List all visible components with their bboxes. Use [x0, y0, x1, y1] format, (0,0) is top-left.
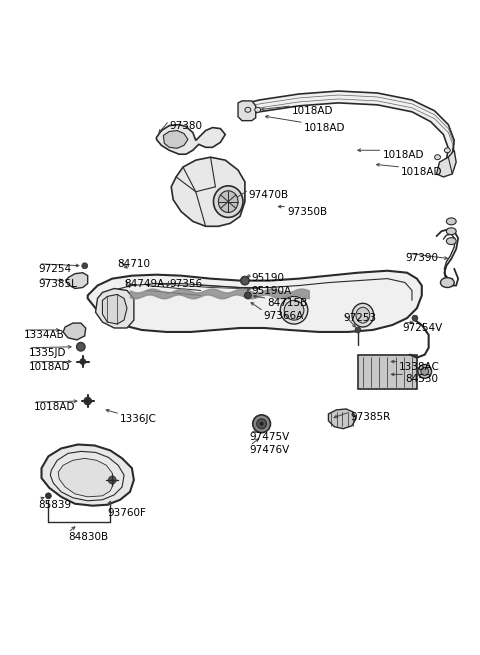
Circle shape — [82, 263, 88, 269]
Polygon shape — [328, 409, 356, 428]
Text: 97350B: 97350B — [287, 206, 327, 217]
Circle shape — [108, 476, 116, 484]
Text: 84715B: 84715B — [267, 299, 308, 309]
Text: 1018AD: 1018AD — [34, 402, 75, 412]
Ellipse shape — [352, 303, 373, 327]
Text: 1334AB: 1334AB — [24, 330, 65, 340]
Ellipse shape — [214, 186, 243, 217]
Text: 95190A: 95190A — [252, 286, 292, 295]
Polygon shape — [63, 323, 86, 340]
Text: 84830B: 84830B — [68, 533, 108, 542]
Text: 1018AD: 1018AD — [29, 362, 70, 371]
Polygon shape — [163, 130, 188, 148]
Text: 97253: 97253 — [343, 313, 376, 323]
Ellipse shape — [418, 365, 432, 379]
Text: 95190: 95190 — [252, 272, 285, 283]
Ellipse shape — [218, 191, 238, 212]
Ellipse shape — [441, 278, 454, 288]
Ellipse shape — [245, 107, 251, 112]
Ellipse shape — [446, 228, 456, 234]
Ellipse shape — [255, 107, 261, 112]
Ellipse shape — [260, 422, 264, 426]
Text: 97476V: 97476V — [250, 445, 290, 455]
Polygon shape — [41, 445, 134, 506]
Text: 93760F: 93760F — [108, 508, 146, 517]
Ellipse shape — [434, 155, 441, 160]
Circle shape — [46, 493, 51, 499]
Text: 97390: 97390 — [405, 253, 438, 263]
Circle shape — [355, 327, 361, 333]
Text: 97475V: 97475V — [250, 432, 290, 441]
Text: 84710: 84710 — [117, 259, 150, 269]
Text: 1336JC: 1336JC — [120, 414, 157, 424]
Circle shape — [77, 343, 85, 350]
Text: 97470B: 97470B — [249, 190, 289, 200]
Text: 97254: 97254 — [38, 264, 72, 274]
Ellipse shape — [356, 307, 370, 323]
Circle shape — [245, 292, 251, 299]
Ellipse shape — [253, 415, 270, 433]
Ellipse shape — [446, 218, 456, 225]
Text: 84749A: 84749A — [124, 278, 164, 289]
Polygon shape — [102, 295, 127, 324]
Text: 97254V: 97254V — [402, 323, 443, 333]
Text: 1335JD: 1335JD — [29, 348, 66, 358]
Ellipse shape — [284, 301, 304, 320]
Polygon shape — [88, 271, 422, 332]
Ellipse shape — [257, 419, 266, 428]
Circle shape — [80, 358, 86, 365]
Polygon shape — [156, 124, 225, 154]
Ellipse shape — [444, 148, 450, 153]
Circle shape — [412, 315, 418, 321]
Polygon shape — [240, 91, 454, 168]
Polygon shape — [436, 150, 456, 177]
Circle shape — [84, 397, 92, 405]
Text: 1018AD: 1018AD — [383, 150, 424, 160]
Text: 1018AD: 1018AD — [292, 106, 334, 116]
Ellipse shape — [446, 238, 456, 244]
Polygon shape — [66, 272, 88, 288]
Text: 97385R: 97385R — [350, 412, 390, 422]
Text: 97385L: 97385L — [38, 278, 77, 289]
Polygon shape — [171, 157, 245, 227]
Text: 97356: 97356 — [169, 278, 203, 289]
Polygon shape — [96, 288, 134, 328]
Text: 84530: 84530 — [405, 375, 438, 384]
Polygon shape — [238, 101, 256, 121]
Text: 97366A: 97366A — [264, 311, 304, 321]
Circle shape — [241, 276, 249, 284]
Ellipse shape — [421, 367, 429, 375]
Polygon shape — [58, 458, 114, 497]
Text: 1018AD: 1018AD — [401, 167, 443, 177]
Text: 85839: 85839 — [38, 500, 72, 510]
Text: 97380: 97380 — [169, 121, 202, 130]
Ellipse shape — [280, 297, 308, 324]
Text: 1018AD: 1018AD — [304, 122, 346, 133]
Polygon shape — [358, 354, 417, 389]
Text: 1338AC: 1338AC — [399, 362, 440, 371]
